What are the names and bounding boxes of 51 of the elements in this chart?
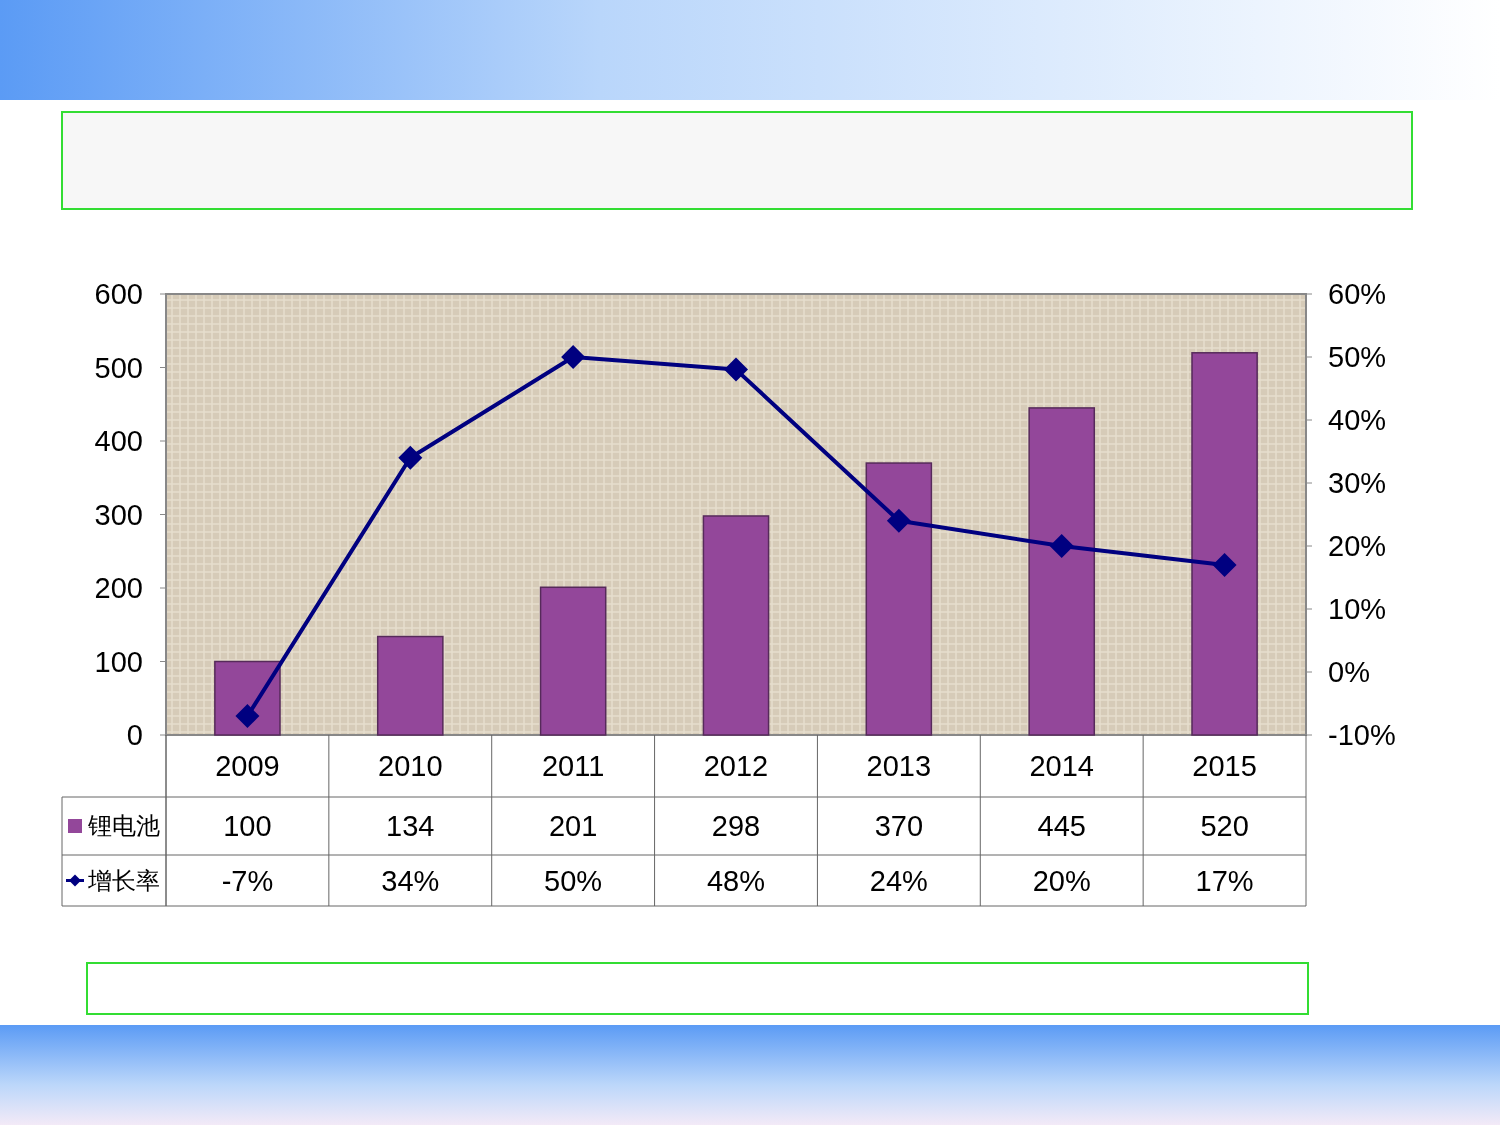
point <box>724 357 748 382</box>
legend-label: 增长率 <box>87 866 160 894</box>
x-tick-label: 2015 <box>1192 750 1257 783</box>
x-tick-label: 2013 <box>866 750 932 783</box>
data-label: 100 <box>223 810 272 843</box>
point <box>1049 534 1074 558</box>
point <box>235 704 260 729</box>
data-label: 48% <box>706 864 766 897</box>
data-label: 134 <box>386 810 435 843</box>
point <box>561 345 586 369</box>
bar <box>539 586 607 736</box>
y2-tick-label: 30% <box>1328 467 1387 500</box>
y2-tick-label: 10% <box>1328 593 1387 626</box>
legend-label: 锂电池 <box>87 812 160 840</box>
y2-tick-label: 20% <box>1328 530 1387 563</box>
x-tick-label: 2010 <box>378 750 443 783</box>
data-label: 520 <box>1200 810 1249 843</box>
data-label: 24% <box>869 864 928 897</box>
point <box>886 508 911 533</box>
data-label: 34% <box>381 864 440 897</box>
bar <box>1028 407 1096 736</box>
y-tick-label: 100 <box>94 645 143 678</box>
y2-tick-label: 40% <box>1328 404 1387 437</box>
bar <box>702 515 770 736</box>
data-label: 50% <box>544 864 603 897</box>
x-tick-label: 2012 <box>703 750 769 783</box>
point <box>1212 552 1237 577</box>
y2-tick-label: 0% <box>1328 656 1370 689</box>
x-tick-label: 2009 <box>215 750 280 783</box>
y-tick-label: 300 <box>94 498 143 531</box>
point <box>398 445 423 470</box>
data-label: 298 <box>711 810 761 843</box>
data-label: 20% <box>1032 864 1091 897</box>
y-tick-label: 0 <box>126 719 143 752</box>
bar <box>865 462 933 736</box>
y-tick-label: 200 <box>94 572 143 605</box>
y2-tick-label: -10% <box>1328 719 1396 752</box>
data-label: 445 <box>1037 810 1086 843</box>
data-label: 17% <box>1195 864 1254 897</box>
data-label: 370 <box>874 810 924 843</box>
data-label: 201 <box>548 810 598 843</box>
data-label: -7% <box>221 864 274 897</box>
y-tick-label: 500 <box>94 351 143 384</box>
bar <box>1191 352 1258 736</box>
x-tick-label: 2011 <box>541 750 605 783</box>
x-tick-label: 2014 <box>1029 750 1094 783</box>
y-tick-label: 600 <box>94 278 143 311</box>
y2-tick-label: 50% <box>1328 341 1387 374</box>
y-tick-label: 400 <box>94 425 143 458</box>
bar <box>376 635 444 736</box>
y2-tick-label: 60% <box>1328 278 1387 311</box>
